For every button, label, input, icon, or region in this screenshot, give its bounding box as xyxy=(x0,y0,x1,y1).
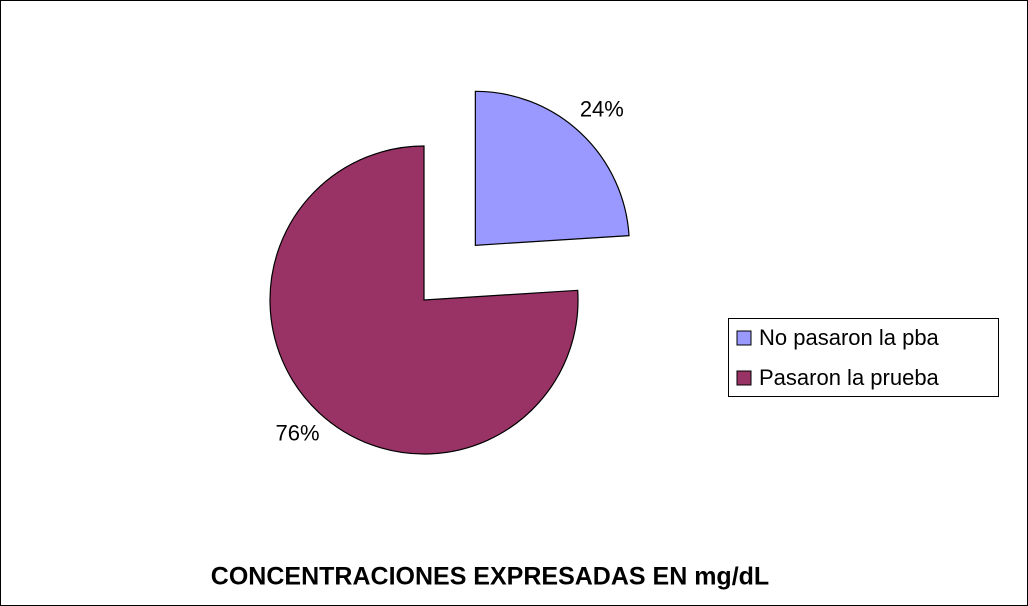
legend-box xyxy=(728,318,999,397)
legend-label: No pasaron la pba xyxy=(759,325,940,350)
legend-label: Pasaron la prueba xyxy=(759,365,940,390)
pie-slice xyxy=(474,90,630,246)
data-label: 24% xyxy=(580,96,624,121)
legend-swatch xyxy=(736,370,752,386)
chart-title: CONCENTRACIONES EXPRESADAS EN mg/dL xyxy=(211,563,769,591)
data-label: 76% xyxy=(275,421,319,446)
legend-swatch xyxy=(736,330,752,346)
pie-slice xyxy=(269,145,579,455)
